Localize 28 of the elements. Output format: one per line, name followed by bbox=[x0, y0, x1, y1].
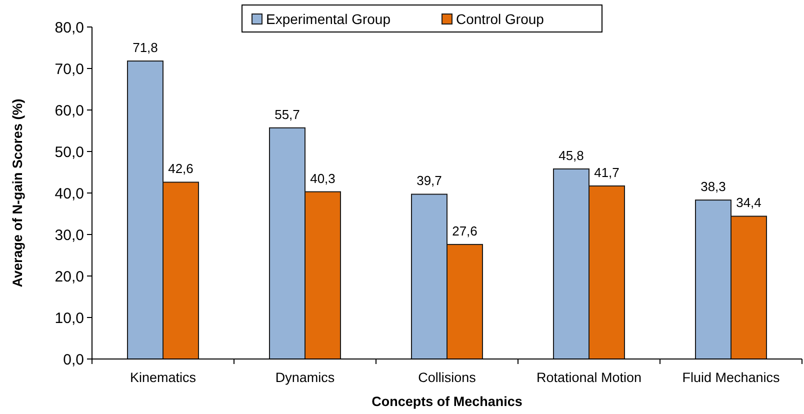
x-tick-label: Dynamics bbox=[275, 370, 335, 385]
y-tick-label: 80,0 bbox=[54, 19, 84, 36]
y-tick-label: 30,0 bbox=[54, 226, 84, 244]
data-label: 34,4 bbox=[736, 195, 762, 210]
data-label: 41,7 bbox=[594, 164, 620, 180]
data-label: 27,6 bbox=[452, 223, 478, 238]
x-tick-label: Collisions bbox=[418, 370, 476, 385]
data-label: 42,6 bbox=[168, 161, 194, 176]
legend-label: Control Group bbox=[456, 10, 544, 27]
y-axis-title: Average of N-gain Scores (%) bbox=[10, 98, 25, 288]
x-tick-label: Kinematics bbox=[130, 370, 196, 385]
x-axis-title: Concepts of Mechanics bbox=[372, 394, 522, 409]
y-tick-label: 60,0 bbox=[54, 102, 84, 120]
y-tick-label: 70,0 bbox=[54, 60, 84, 78]
data-label: 71,8 bbox=[132, 40, 158, 56]
legend-label: Experimental Group bbox=[266, 10, 391, 27]
y-tick-label: 40,0 bbox=[54, 185, 84, 202]
data-label: 40,3 bbox=[310, 170, 336, 186]
y-tick-label: 50,0 bbox=[54, 144, 84, 161]
x-tick-label: Rotational Motion bbox=[536, 370, 642, 385]
data-label: 38,3 bbox=[700, 179, 726, 194]
y-tick-label: 0,0 bbox=[63, 351, 84, 368]
data-label: 45,8 bbox=[558, 148, 584, 163]
y-tick-label: 20,0 bbox=[54, 268, 84, 286]
x-tick-label: Fluid Mechanics bbox=[682, 370, 780, 385]
data-label: 55,7 bbox=[274, 106, 300, 122]
data-label: 39,7 bbox=[416, 173, 442, 188]
y-tick-label: 10,0 bbox=[54, 310, 84, 327]
